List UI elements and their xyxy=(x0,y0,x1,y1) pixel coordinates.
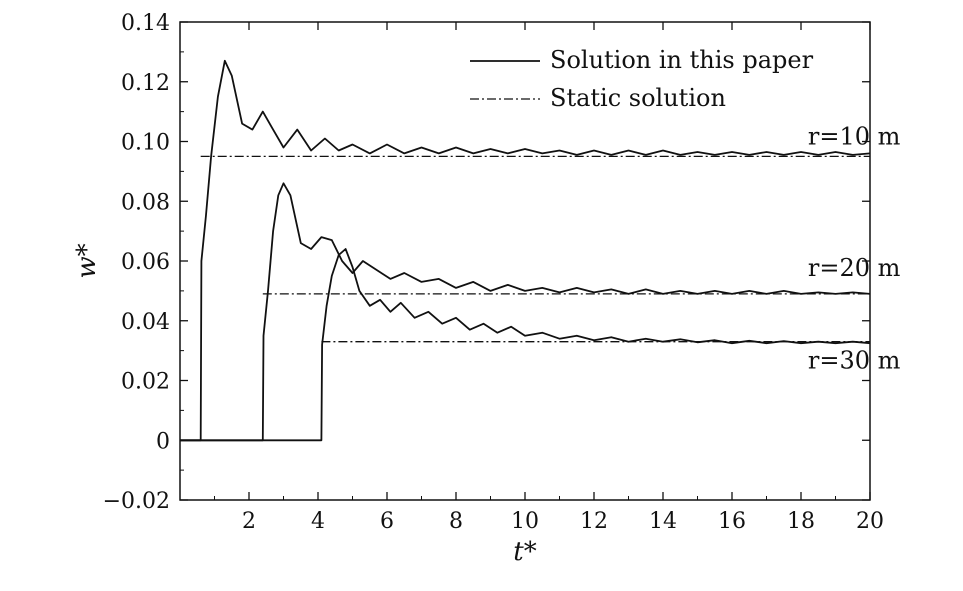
x-tick-label: 2 xyxy=(242,509,256,534)
x-tick-label: 10 xyxy=(511,509,539,534)
curve-annotation: r=10 m xyxy=(808,122,901,150)
legend-label: Solution in this paper xyxy=(550,46,814,74)
y-tick-label: 0.14 xyxy=(121,11,170,36)
legend-label: Static solution xyxy=(550,84,726,112)
axes: 2 4 6 8 10 12 14 16 18 20 −0.02 0 0.02 0.04 0.06 0.08 0.… xyxy=(103,11,884,534)
annotations: r=10 m r=20 m r=30 m xyxy=(808,122,901,374)
y-tick-label: −0.02 xyxy=(103,489,170,514)
curve-annotation: r=30 m xyxy=(808,347,901,375)
y-tick-label: 0.02 xyxy=(121,370,170,395)
series-line-solution-in-this-paper-r-30-m xyxy=(180,248,871,442)
series-line-solution-in-this-paper-r-20-m xyxy=(180,182,871,442)
x-tick-label: 12 xyxy=(580,509,608,534)
y-tick-label: 0 xyxy=(156,429,170,454)
x-axis-label: t* xyxy=(513,537,536,567)
y-tick-label: 0.10 xyxy=(121,131,170,156)
x-tick-label: 6 xyxy=(380,509,394,534)
series-line-solution-in-this-paper-r-10-m xyxy=(180,59,871,442)
x-tick-label: 8 xyxy=(449,509,463,534)
y-tick-label: 0.12 xyxy=(121,71,170,96)
x-tick-label: 14 xyxy=(649,509,677,534)
y-tick-label: 0.06 xyxy=(121,250,170,275)
plot-marks xyxy=(180,59,871,442)
y-axis-label: w* xyxy=(72,243,102,278)
x-tick-label: 20 xyxy=(856,509,884,534)
x-tick-label: 16 xyxy=(718,509,746,534)
plot-frame xyxy=(179,21,871,501)
y-tick-label: 0.04 xyxy=(121,310,170,335)
curve-annotation: r=20 m xyxy=(808,254,901,282)
legend: Solution in this paper Static solution xyxy=(470,46,814,112)
y-tick-label: 0.08 xyxy=(121,190,170,215)
x-tick-label: 18 xyxy=(787,509,815,534)
x-tick-label: 4 xyxy=(311,509,325,534)
